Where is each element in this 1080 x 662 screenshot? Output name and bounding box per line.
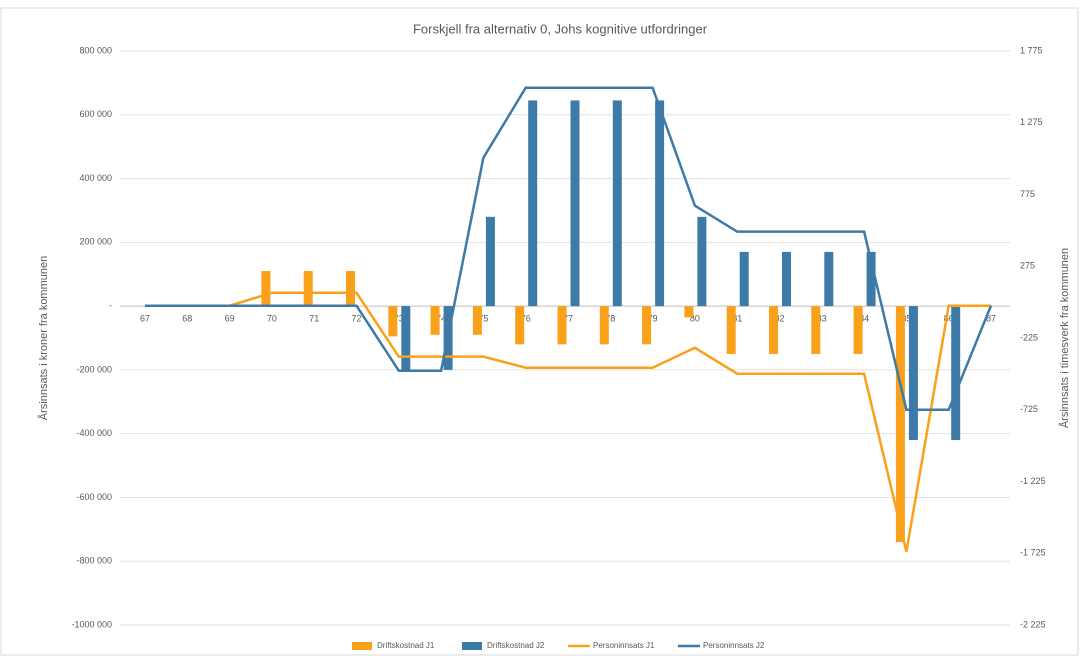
x-tick-label: 76 bbox=[521, 313, 531, 323]
bar bbox=[388, 306, 398, 337]
x-tick-label: 83 bbox=[817, 313, 827, 323]
x-tick-label: 70 bbox=[267, 313, 277, 323]
bar bbox=[769, 306, 778, 354]
bar bbox=[557, 306, 567, 345]
bar bbox=[401, 306, 411, 370]
x-tick-label: 68 bbox=[182, 313, 192, 323]
bar bbox=[684, 306, 694, 318]
x-tick-label: 86 bbox=[944, 313, 954, 323]
x-tick-label: 81 bbox=[732, 313, 742, 323]
y2-tick-label: -1 225 bbox=[1020, 476, 1046, 486]
y-tick-label: 200 000 bbox=[79, 237, 112, 247]
x-tick-label: 72 bbox=[351, 313, 361, 323]
bar bbox=[642, 306, 652, 345]
bar bbox=[853, 306, 863, 354]
y-tick-label: 600 000 bbox=[79, 109, 112, 119]
bar bbox=[908, 306, 918, 441]
y2-tick-label: -2 225 bbox=[1020, 619, 1046, 629]
bar bbox=[472, 306, 482, 335]
x-tick-label: 69 bbox=[225, 313, 235, 323]
chart-frame bbox=[0, 7, 1079, 656]
bar bbox=[515, 306, 525, 345]
bar bbox=[599, 306, 609, 345]
bar bbox=[485, 216, 495, 307]
bar bbox=[739, 251, 749, 307]
bar bbox=[346, 271, 355, 307]
y2-axis-title: Årsinnsats i timesverk fra kommunen bbox=[1058, 248, 1071, 428]
legend-label: Personinnsats J1 bbox=[593, 641, 655, 650]
legend-label: Driftskostnad J2 bbox=[487, 641, 545, 650]
x-tick-label: 71 bbox=[309, 313, 319, 323]
legend-label: Driftskostnad J1 bbox=[377, 641, 435, 650]
legend-label: Personinnsats J2 bbox=[703, 641, 765, 650]
bar bbox=[951, 306, 961, 441]
bar bbox=[782, 251, 791, 307]
x-tick-label: 77 bbox=[563, 313, 573, 323]
y-tick-label: -1000 000 bbox=[71, 619, 112, 629]
y-tick-label: -400 000 bbox=[76, 428, 112, 438]
bar bbox=[570, 100, 580, 307]
y-tick-label: -800 000 bbox=[76, 556, 112, 566]
y2-tick-label: 1 275 bbox=[1020, 117, 1043, 127]
y2-tick-label: 275 bbox=[1020, 261, 1035, 271]
bar bbox=[726, 306, 736, 354]
bar bbox=[697, 216, 707, 307]
bar bbox=[866, 251, 876, 307]
y2-tick-label: -1 725 bbox=[1020, 548, 1046, 558]
bar bbox=[261, 271, 271, 307]
y2-tick-label: -725 bbox=[1020, 404, 1038, 414]
bar bbox=[895, 306, 905, 543]
bar bbox=[612, 100, 622, 307]
line bbox=[145, 291, 991, 552]
y2-tick-label: 775 bbox=[1020, 189, 1035, 199]
legend-swatch bbox=[462, 642, 482, 650]
x-tick-label: 78 bbox=[605, 313, 615, 323]
bar bbox=[528, 100, 538, 307]
chart-title: Forskjell fra alternativ 0, Johs kogniti… bbox=[413, 21, 708, 36]
bar bbox=[430, 306, 440, 335]
x-tick-label: 75 bbox=[478, 313, 488, 323]
x-tick-label: 82 bbox=[774, 313, 784, 323]
x-tick-label: 73 bbox=[394, 313, 404, 323]
bar bbox=[303, 271, 313, 307]
x-tick-label: 74 bbox=[436, 313, 446, 323]
y-tick-label: 800 000 bbox=[79, 45, 112, 55]
bar bbox=[824, 251, 834, 307]
x-tick-label: 79 bbox=[648, 313, 658, 323]
y2-tick-label: -225 bbox=[1020, 332, 1038, 342]
x-tick-label: 87 bbox=[986, 313, 996, 323]
y2-tick-label: 1 775 bbox=[1020, 45, 1043, 55]
legend-swatch bbox=[352, 642, 372, 650]
bar bbox=[811, 306, 821, 354]
y-axis-title: Årsinnsats i kroner fra kommunen bbox=[37, 256, 50, 420]
y-tick-label: -600 000 bbox=[76, 492, 112, 502]
x-tick-label: 85 bbox=[901, 313, 911, 323]
line bbox=[145, 86, 993, 411]
x-tick-label: 84 bbox=[859, 313, 869, 323]
y-tick-label: - bbox=[109, 300, 112, 310]
bar bbox=[655, 100, 665, 307]
x-tick-label: 80 bbox=[690, 313, 700, 323]
y-tick-label: 400 000 bbox=[79, 173, 112, 183]
y-tick-label: -200 000 bbox=[76, 364, 112, 374]
x-tick-label: 67 bbox=[140, 313, 150, 323]
